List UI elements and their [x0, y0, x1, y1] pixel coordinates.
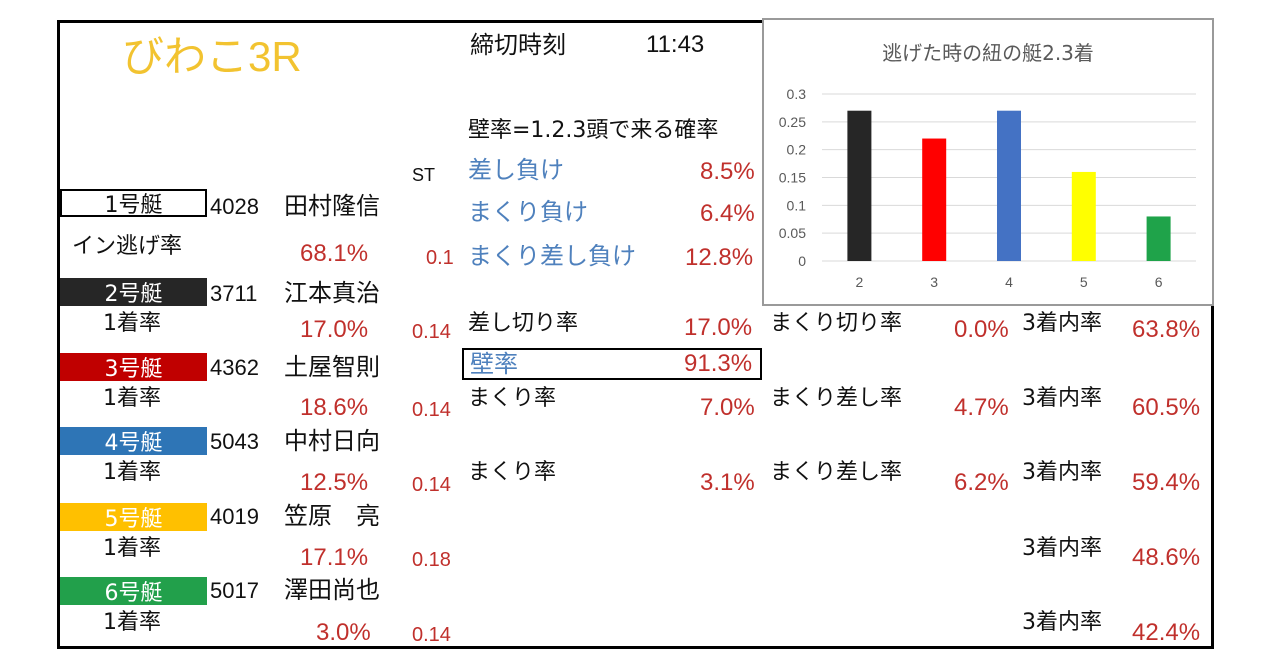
boat-6-rate-label: 1着率: [103, 610, 161, 635]
boat-2-stat-c-label: 3着内率: [1022, 311, 1102, 336]
boat-6-badge-label: 6号艇: [104, 581, 163, 606]
boat-5-stat-c-label: 3着内率: [1022, 536, 1102, 561]
deadline-time: 11:43: [646, 31, 705, 58]
boat-2-reg: 3711: [210, 281, 258, 306]
boat-2-badge: 2号艇: [60, 278, 207, 307]
makuri-make-value: 6.4%: [700, 200, 755, 227]
st-label: ST: [412, 165, 436, 185]
boat-4-badge: 4号艇: [60, 427, 207, 456]
x-tick-label: 4: [1005, 274, 1013, 290]
boat-1-rate: 68.1%: [300, 240, 369, 267]
boat-6-name: 澤田尚也: [284, 576, 380, 604]
boat-3-stat-b-value: 4.7%: [954, 394, 1009, 421]
boat-6-stat-c-label: 3着内率: [1022, 610, 1102, 635]
wall-heading: 壁率=1.2.3頭で来る確率: [468, 118, 719, 143]
boat-6-st: 0.14: [412, 624, 451, 646]
escape-chart-svg: 逃げた時の紐の艇2.3着 0.3 0.25 0.2 0.15 0.1 0.05 0 2 3 4 5 6: [779, 41, 1196, 290]
boat-3-name: 土屋智則: [284, 353, 380, 381]
x-tick-label: 3: [930, 274, 938, 290]
chart-bar-4: [997, 110, 1021, 261]
chart-bar-3: [922, 138, 947, 261]
boat-4-stat-b-label: まくり差し率: [770, 460, 903, 485]
y-tick-label: 0.1: [787, 197, 807, 213]
boat-2-st: 0.14: [412, 321, 451, 343]
boat-3-stat-c-label: 3着内率: [1022, 386, 1102, 411]
boat-2-rate-label: 1着率: [103, 311, 161, 336]
sashi-make-label: 差し負け: [468, 156, 564, 184]
boat-3-badge-label: 3号艇: [104, 357, 163, 382]
y-tick-label: 0.15: [779, 170, 806, 186]
y-tick-label: 0.25: [779, 114, 806, 130]
boat-3-st: 0.14: [412, 399, 451, 421]
boat-1-st: 0.1: [426, 247, 454, 269]
boat-5-name: 笠原 亮: [284, 502, 380, 530]
boat-4-stat-a-value: 3.1%: [700, 469, 755, 496]
wall-rate-value: 91.3%: [684, 350, 753, 377]
x-tick-label: 5: [1080, 274, 1088, 290]
boat-2-stat-b-value: 0.0%: [954, 316, 1009, 343]
makurisashi-make-value: 12.8%: [685, 244, 754, 271]
boat-4-name: 中村日向: [284, 427, 380, 455]
boat-4-badge-label: 4号艇: [104, 431, 163, 456]
boat-3-rate: 18.6%: [300, 394, 369, 421]
boat-1-reg: 4028: [210, 194, 259, 219]
y-tick-label: 0.3: [787, 86, 807, 102]
boat-5-st: 0.18: [412, 549, 451, 571]
boat-5-badge: 5号艇: [60, 503, 207, 532]
wall-rate-label: 壁率: [470, 350, 518, 378]
boat-1-rate-label: イン逃げ率: [72, 234, 183, 259]
x-tick-label: 2: [856, 274, 864, 290]
boat-3-stat-c-value: 60.5%: [1132, 394, 1201, 421]
boat-3-stat-a-value: 7.0%: [700, 394, 755, 421]
boat-3-reg: 4362: [210, 355, 259, 380]
wall-rate-box: [462, 348, 762, 380]
boat-2-badge-label: 2号艇: [104, 282, 163, 307]
chart-bar-2: [847, 110, 872, 261]
boat-6-stat-c-value: 42.4%: [1132, 619, 1201, 646]
boat-4-rate-label: 1着率: [103, 460, 161, 485]
y-tick-label: 0: [798, 253, 806, 269]
boat-5-badge-label: 5号艇: [104, 507, 163, 532]
boat-3-badge: 3号艇: [60, 353, 207, 382]
race-title: びわこ3R: [122, 33, 302, 80]
race-sheet: [57, 20, 1214, 649]
boat-6-badge: 6号艇: [60, 577, 207, 606]
boat-6-rate: 3.0%: [316, 619, 371, 646]
boat-4-stat-c-label: 3着内率: [1022, 460, 1102, 485]
x-tick-label: 6: [1155, 274, 1163, 290]
boat-4-stat-a-label: まくり率: [468, 460, 557, 485]
boat-4-stat-c-value: 59.4%: [1132, 469, 1201, 496]
boat-2-rate: 17.0%: [300, 316, 369, 343]
boat-3-stat-a-label: まくり率: [468, 386, 557, 411]
deadline-label: 締切時刻: [470, 31, 566, 59]
boat-4-rate: 12.5%: [300, 469, 369, 496]
boat-1-badge: 1号艇: [60, 189, 207, 218]
y-tick-label: 0.05: [779, 225, 806, 241]
boat-4-reg: 5043: [210, 429, 259, 454]
boat-1-badge-label: 1号艇: [104, 193, 163, 218]
y-tick-label: 0.2: [787, 142, 807, 158]
boat-2-name: 江本真治: [284, 279, 380, 307]
boat-4-st: 0.14: [412, 474, 451, 496]
boat-2-stat-c-value: 63.8%: [1132, 316, 1201, 343]
boat-2-stat-b-label: まくり切り率: [770, 311, 903, 336]
boat-4-stat-b-value: 6.2%: [954, 469, 1009, 496]
makurisashi-make-label: まくり差し負け: [468, 244, 636, 268]
boat-3-stat-b-label: まくり差し率: [770, 386, 903, 411]
makuri-make-label: まくり負け: [468, 198, 588, 226]
boat-2-stat-a-value: 17.0%: [684, 314, 753, 341]
boat-5-stat-c-value: 48.6%: [1132, 544, 1201, 571]
boat-5-reg: 4019: [210, 504, 259, 529]
boat-5-rate-label: 1着率: [103, 536, 161, 561]
chart-bar-6: [1146, 216, 1171, 261]
boat-1-name: 田村隆信: [284, 192, 380, 220]
chart-bar-5: [1071, 171, 1096, 261]
boat-3-rate-label: 1着率: [103, 386, 161, 411]
boat-6-reg: 5017: [210, 578, 259, 603]
boat-5-rate: 17.1%: [300, 544, 369, 571]
boat-2-stat-a-label: 差し切り率: [468, 311, 579, 336]
escape-chart: 逃げた時の紐の艇2.3着 0.3 0.25 0.2 0.15 0.1 0.05 0 2 3 4 5 6: [762, 18, 1214, 306]
chart-title: 逃げた時の紐の艇2.3着: [882, 41, 1094, 65]
sashi-make-value: 8.5%: [700, 158, 755, 185]
